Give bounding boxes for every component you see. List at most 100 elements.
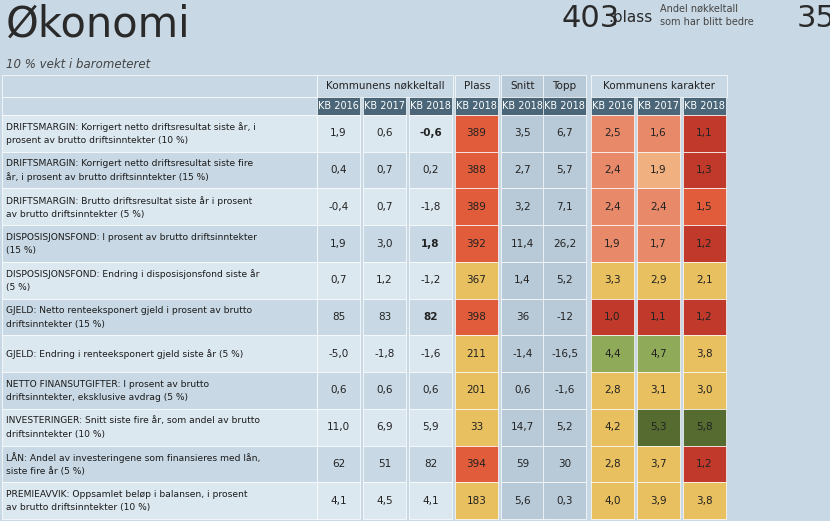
Text: 5,2: 5,2	[556, 275, 573, 286]
Text: 0,7: 0,7	[376, 202, 393, 212]
Bar	[2, 409, 317, 445]
Text: 3,5: 3,5	[515, 128, 531, 139]
Bar	[683, 445, 726, 482]
Bar	[455, 75, 499, 97]
Text: Snitt: Snitt	[510, 81, 535, 91]
Bar	[683, 115, 726, 152]
Text: (15 %): (15 %)	[6, 246, 36, 255]
Bar	[317, 409, 360, 445]
Text: 11,4: 11,4	[511, 239, 535, 249]
Text: KB 2018: KB 2018	[684, 101, 725, 111]
Text: -1,4: -1,4	[512, 349, 533, 359]
Text: NETTO FINANSUTGIFTER: I prosent av brutto: NETTO FINANSUTGIFTER: I prosent av brutt…	[6, 380, 209, 389]
Bar	[543, 336, 586, 372]
Bar	[2, 445, 317, 482]
Bar	[409, 97, 452, 115]
Bar	[317, 336, 360, 372]
Bar	[637, 225, 680, 262]
Bar	[2, 262, 317, 299]
Bar	[501, 372, 544, 409]
Bar	[543, 189, 586, 225]
Text: 6,7: 6,7	[556, 128, 573, 139]
Bar	[2, 225, 317, 262]
Text: KB 2018: KB 2018	[456, 101, 497, 111]
Text: 36: 36	[516, 312, 530, 322]
Text: -1,8: -1,8	[420, 202, 441, 212]
Text: 1,7: 1,7	[650, 239, 666, 249]
Text: 183: 183	[466, 495, 486, 506]
Text: 1,9: 1,9	[650, 165, 666, 175]
Text: 2,1: 2,1	[696, 275, 713, 286]
Bar	[409, 152, 452, 189]
Bar	[501, 336, 544, 372]
Bar	[455, 152, 498, 189]
Bar	[455, 225, 498, 262]
Bar	[455, 299, 498, 336]
Text: DRIFTSMARGIN: Brutto driftsresultat siste år i prosent: DRIFTSMARGIN: Brutto driftsresultat sist…	[6, 196, 252, 205]
Text: DISPOSISJONSFOND: Endring i disposisjonsfond siste år: DISPOSISJONSFOND: Endring i disposisjons…	[6, 269, 260, 279]
Bar	[409, 225, 452, 262]
Bar	[501, 262, 544, 299]
Text: 3,0: 3,0	[376, 239, 393, 249]
Text: -1,6: -1,6	[554, 386, 574, 395]
Bar	[409, 482, 452, 519]
Text: 3,7: 3,7	[650, 459, 666, 469]
Bar	[543, 97, 586, 115]
Bar	[455, 189, 498, 225]
Text: 3,8: 3,8	[696, 495, 713, 506]
Text: 6,9: 6,9	[376, 422, 393, 432]
Bar	[683, 262, 726, 299]
Text: 3,3: 3,3	[604, 275, 621, 286]
Bar	[637, 372, 680, 409]
Text: 0,7: 0,7	[330, 275, 347, 286]
Text: 389: 389	[466, 202, 486, 212]
Text: 5,8: 5,8	[696, 422, 713, 432]
Text: 2,9: 2,9	[650, 275, 666, 286]
Text: 51: 51	[378, 459, 391, 469]
Bar	[409, 189, 452, 225]
Text: 82: 82	[423, 312, 437, 322]
Text: -12: -12	[556, 312, 573, 322]
Text: Kommunens karakter: Kommunens karakter	[603, 81, 715, 91]
Bar	[591, 115, 634, 152]
Text: 211: 211	[466, 349, 486, 359]
Bar	[591, 482, 634, 519]
Bar	[317, 97, 360, 115]
Bar	[409, 372, 452, 409]
Bar	[637, 299, 680, 336]
Bar	[591, 409, 634, 445]
Bar	[501, 115, 544, 152]
Bar	[683, 372, 726, 409]
Text: DRIFTSMARGIN: Korrigert netto driftsresultat siste fire: DRIFTSMARGIN: Korrigert netto driftsresu…	[6, 159, 253, 168]
Bar	[2, 372, 317, 409]
Bar	[501, 409, 544, 445]
Bar	[317, 262, 360, 299]
Text: 0,6: 0,6	[422, 386, 439, 395]
Text: av brutto driftsinntekter (10 %): av brutto driftsinntekter (10 %)	[6, 503, 150, 513]
Bar	[591, 75, 727, 97]
Bar	[2, 97, 317, 115]
Text: 1,9: 1,9	[330, 239, 347, 249]
Bar	[543, 262, 586, 299]
Text: 7,1: 7,1	[556, 202, 573, 212]
Text: 3,8: 3,8	[696, 349, 713, 359]
Bar	[591, 152, 634, 189]
Text: GJELD: Netto renteeksponert gjeld i prosent av brutto: GJELD: Netto renteeksponert gjeld i pros…	[6, 306, 252, 315]
Text: 1,2: 1,2	[376, 275, 393, 286]
Bar	[683, 97, 726, 115]
Text: 1,3: 1,3	[696, 165, 713, 175]
Text: 62: 62	[332, 459, 345, 469]
Bar	[683, 189, 726, 225]
Bar	[2, 299, 317, 336]
Bar	[501, 152, 544, 189]
Text: 26,2: 26,2	[553, 239, 576, 249]
Text: PREMIEAVVIK: Oppsamlet beløp i balansen, i prosent: PREMIEAVVIK: Oppsamlet beløp i balansen,…	[6, 490, 247, 499]
Text: 4,1: 4,1	[422, 495, 439, 506]
Bar	[409, 115, 452, 152]
Bar	[317, 152, 360, 189]
Bar	[543, 115, 586, 152]
Text: KB 2016: KB 2016	[318, 101, 359, 111]
Text: prosent av brutto driftsinntekter (10 %): prosent av brutto driftsinntekter (10 %)	[6, 136, 188, 145]
Text: 0,6: 0,6	[515, 386, 530, 395]
Text: 1,0: 1,0	[604, 312, 621, 322]
